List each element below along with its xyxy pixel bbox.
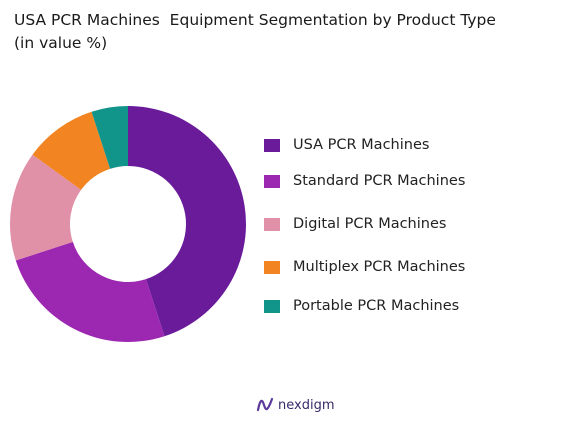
legend-label: Digital PCR Machines bbox=[293, 216, 447, 232]
legend-label: Standard PCR Machines bbox=[293, 173, 466, 189]
donut-slice-portable-pcr-machines bbox=[91, 106, 128, 169]
legend-item: Standard PCR Machines bbox=[264, 169, 465, 193]
legend-item: Multiplex PCR Machines bbox=[264, 255, 465, 279]
legend-label: Portable PCR Machines bbox=[293, 298, 460, 314]
donut-slice-standard-pcr-machines bbox=[15, 241, 165, 342]
legend-swatch bbox=[264, 138, 280, 152]
nexdigm-logo-icon bbox=[256, 397, 274, 412]
legend-swatch bbox=[264, 299, 280, 313]
legend-item: Portable PCR Machines bbox=[264, 294, 459, 318]
donut-slice-usa-pcr-machines bbox=[128, 106, 247, 337]
chart-title: USA PCR Machines Equipment Segmentation … bbox=[14, 11, 496, 52]
legend-item: USA PCR Machines bbox=[264, 133, 429, 157]
donut-slice-digital-pcr-machines bbox=[10, 154, 82, 261]
legend-swatch bbox=[264, 217, 280, 231]
nexdigm-logo-text: nexdigm bbox=[278, 397, 335, 413]
donut-slice-multiplex-pcr-machines bbox=[32, 111, 111, 190]
legend-label: USA PCR Machines bbox=[293, 137, 430, 153]
legend-swatch bbox=[264, 174, 280, 188]
nexdigm-logo: nexdigm bbox=[256, 396, 334, 414]
legend-label: Multiplex PCR Machines bbox=[293, 259, 466, 275]
legend-swatch bbox=[264, 260, 280, 274]
legend-item: Digital PCR Machines bbox=[264, 212, 446, 236]
